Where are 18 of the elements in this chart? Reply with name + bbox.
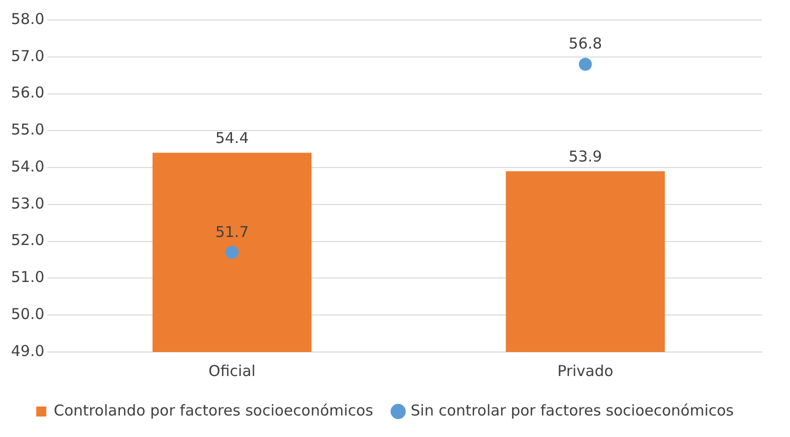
y-tick-label: 54.0	[10, 157, 44, 176]
data-label: 54.4	[215, 129, 249, 148]
y-tick-label: 56.0	[10, 84, 44, 102]
data-label: 53.9	[568, 148, 602, 166]
y-tick-label: 57.0	[10, 46, 44, 65]
y-tick-label: 52.0	[10, 231, 44, 250]
data-label: 51.7	[215, 222, 249, 241]
legend-label: Controlando por factores socioeconómicos	[54, 401, 374, 420]
data-label: 56.8	[568, 34, 602, 53]
x-tick-label: Privado	[557, 362, 614, 380]
y-tick-label: 50.0	[10, 305, 44, 323]
y-tick-label: 51.0	[10, 268, 44, 286]
legend-label: Sin controlar por factores socioeconómicos	[410, 401, 734, 420]
x-tick-label: Oficial	[208, 362, 256, 380]
y-tick-label: 53.0	[10, 194, 44, 212]
y-tick-label: 49.0	[10, 342, 44, 360]
y-tick-label: 58.0	[10, 10, 44, 28]
y-tick-label: 55.0	[10, 120, 44, 139]
